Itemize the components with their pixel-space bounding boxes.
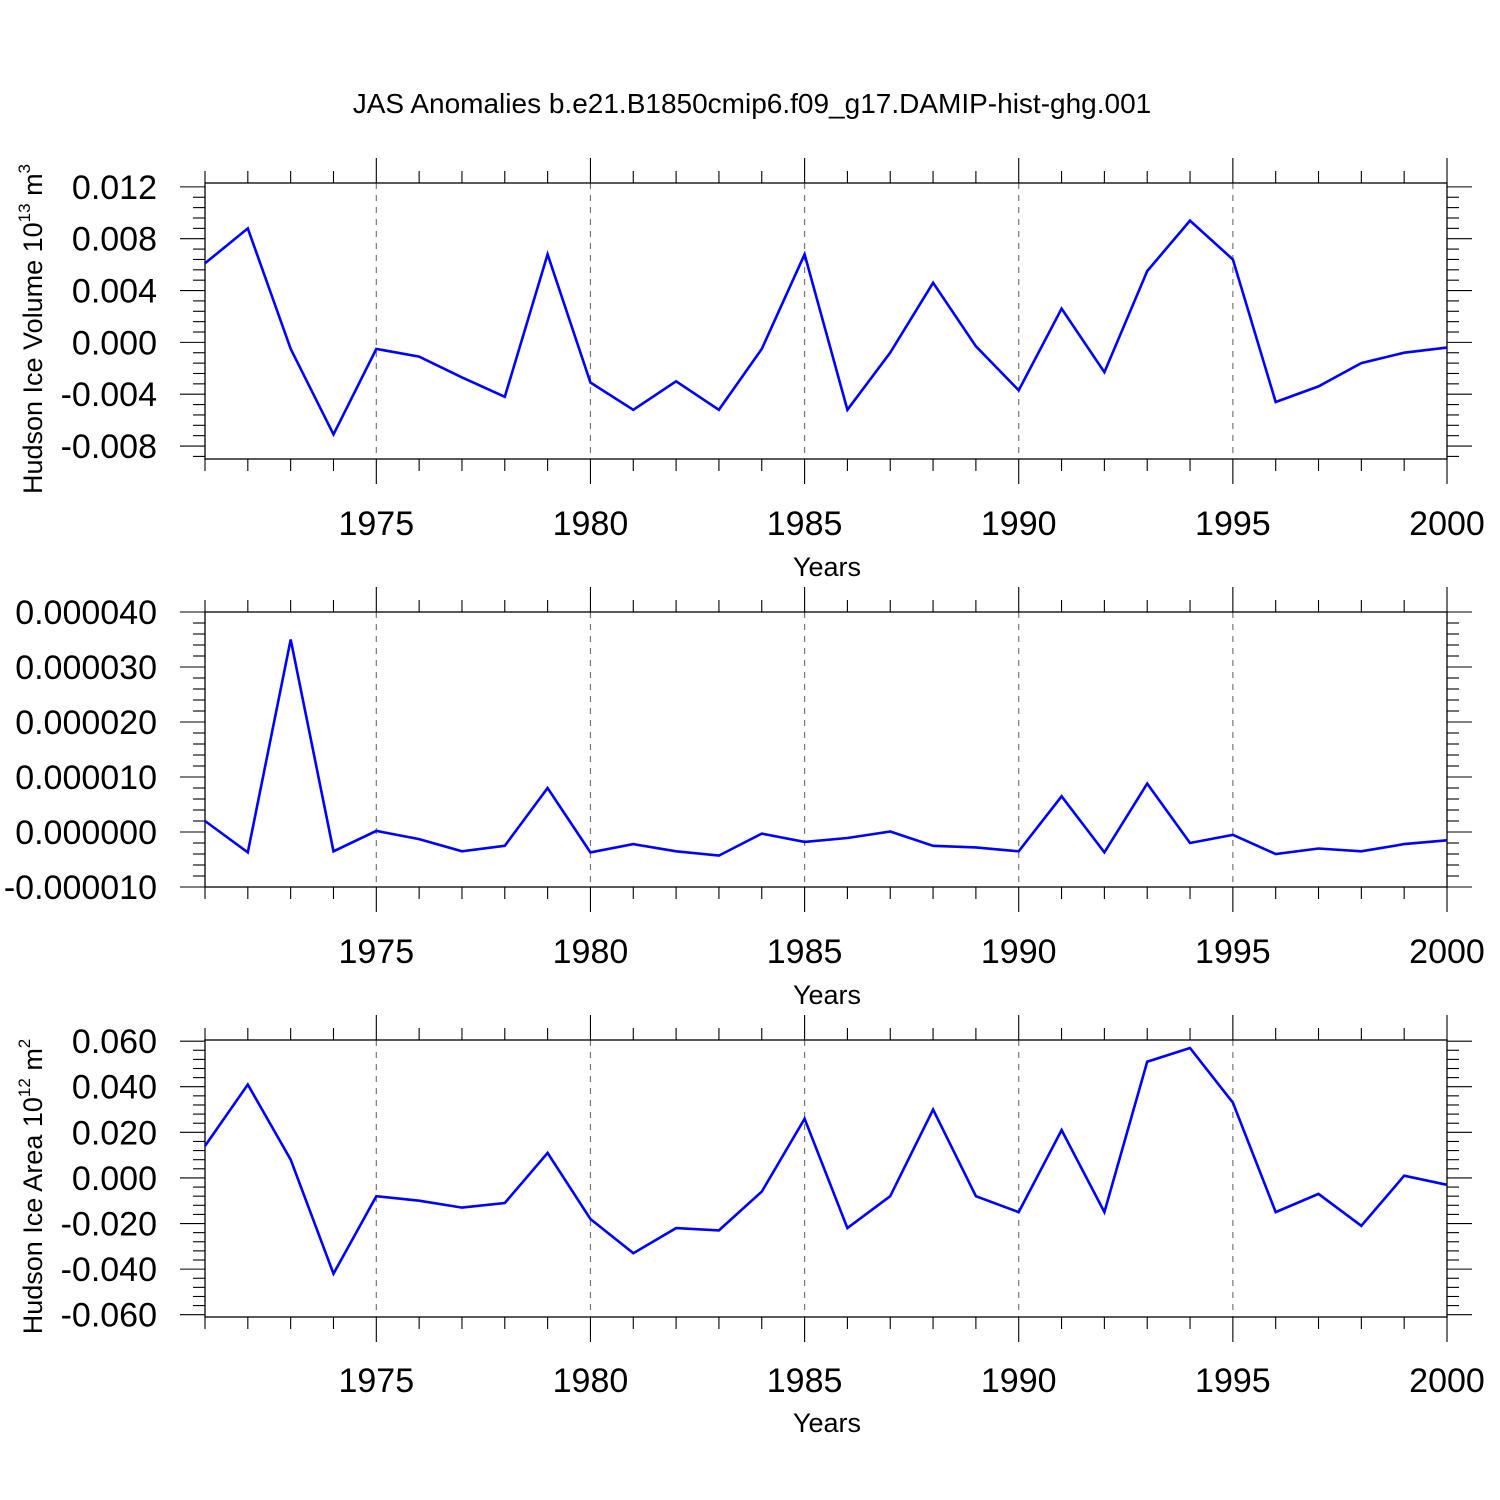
panel-3: -0.060 -0.040 -0.020 0.000 0.020 0.040 0.060 19… (15, 1015, 1485, 1438)
y-tick-label: 0.008 (72, 221, 157, 259)
x-tick-label: 2000 (1409, 933, 1485, 971)
x-tick-label: 2000 (1409, 1362, 1485, 1400)
x-tick-label: 1990 (981, 1362, 1057, 1400)
x-tick-label: 1975 (338, 1362, 414, 1400)
x-axis-title: Years (793, 1408, 861, 1438)
x-tick-label: 2000 (1409, 505, 1485, 543)
tick-marks (180, 158, 1472, 484)
y-axis-title-exponent: 12 (15, 1078, 34, 1097)
y-axis-title-main: Hudson Ice Volume 10 (18, 222, 48, 494)
y-tick-label: -0.004 (61, 376, 157, 414)
y-axis-title: Hudson Ice Volume 1013 m3 (15, 164, 48, 494)
x-tick-label: 1980 (553, 505, 629, 543)
x-tick-label: 1985 (767, 1362, 843, 1400)
x-axis-title: Years (793, 980, 861, 1010)
y-tick-label: 0.000010 (15, 759, 157, 797)
y-axis-title-unit-exponent: 2 (15, 1039, 34, 1048)
y-tick-label: 0.000000 (15, 814, 157, 852)
x-tick-label: 1995 (1195, 505, 1271, 543)
y-axis-title-unit: m (18, 1048, 48, 1078)
series-line-1 (204, 218, 1448, 438)
y-tick-label: 0.020 (72, 1114, 157, 1152)
y-tick-label: 0.000 (72, 324, 157, 362)
plot-frame (204, 182, 1448, 460)
chart-title: JAS Anomalies b.e21.B1850cmip6.f09_g17.D… (353, 88, 1151, 119)
y-tick-label: -0.008 (61, 428, 157, 466)
panel-2: -0.000010 0.000000 0.000010 0.000020 0.00003… (4, 587, 1485, 1010)
y-axis-title-unit: m (18, 173, 48, 203)
x-tick-label: 1995 (1195, 933, 1271, 971)
y-tick-label: 0.000040 (15, 594, 157, 632)
x-tick-label: 1990 (981, 933, 1057, 971)
tick-marks (180, 1015, 1472, 1342)
y-tick-label: 0.040 (72, 1069, 157, 1107)
x-tick-label: 1975 (338, 505, 414, 543)
y-axis-title-main: Hudson Ice Area 10 (18, 1097, 48, 1334)
y-tick-label: 0.060 (72, 1023, 157, 1061)
x-tick-label: 1995 (1195, 1362, 1271, 1400)
series-line-1 (204, 639, 1448, 857)
y-tick-label: 0.000 (72, 1160, 157, 1198)
series-line-1 (203, 1046, 1448, 1277)
y-tick-label: 0.012 (72, 169, 157, 207)
x-tick-label: 1980 (553, 1362, 629, 1400)
x-tick-label: 1985 (767, 933, 843, 971)
x-axis-title: Years (793, 552, 861, 582)
y-axis-title-exponent: 13 (15, 203, 34, 222)
panel-1: -0.008 -0.004 0.000 0.004 0.008 0.012 1975 1980… (15, 158, 1485, 582)
y-tick-label: 0.004 (72, 273, 157, 311)
y-tick-label: -0.020 (61, 1206, 157, 1244)
y-tick-label: -0.060 (61, 1297, 157, 1335)
x-tick-label: 1990 (981, 505, 1057, 543)
y-tick-label: 0.000020 (15, 704, 157, 742)
y-axis-title: Hudson Ice Area 1012 m2 (15, 1039, 48, 1335)
x-tick-label: 1975 (338, 933, 414, 971)
y-tick-label: -0.040 (61, 1251, 157, 1289)
tick-marks (180, 587, 1472, 912)
y-tick-label: -0.000010 (4, 869, 157, 907)
y-tick-label: 0.000030 (15, 649, 157, 687)
y-axis-title-unit-exponent: 3 (15, 164, 34, 173)
plot-frame (204, 611, 1448, 888)
x-tick-label: 1980 (553, 933, 629, 971)
x-tick-label: 1985 (767, 505, 843, 543)
panels: -0.008 -0.004 0.000 0.004 0.008 0.012 1975 1980… (4, 158, 1485, 1438)
plot-frame (204, 1039, 1448, 1318)
